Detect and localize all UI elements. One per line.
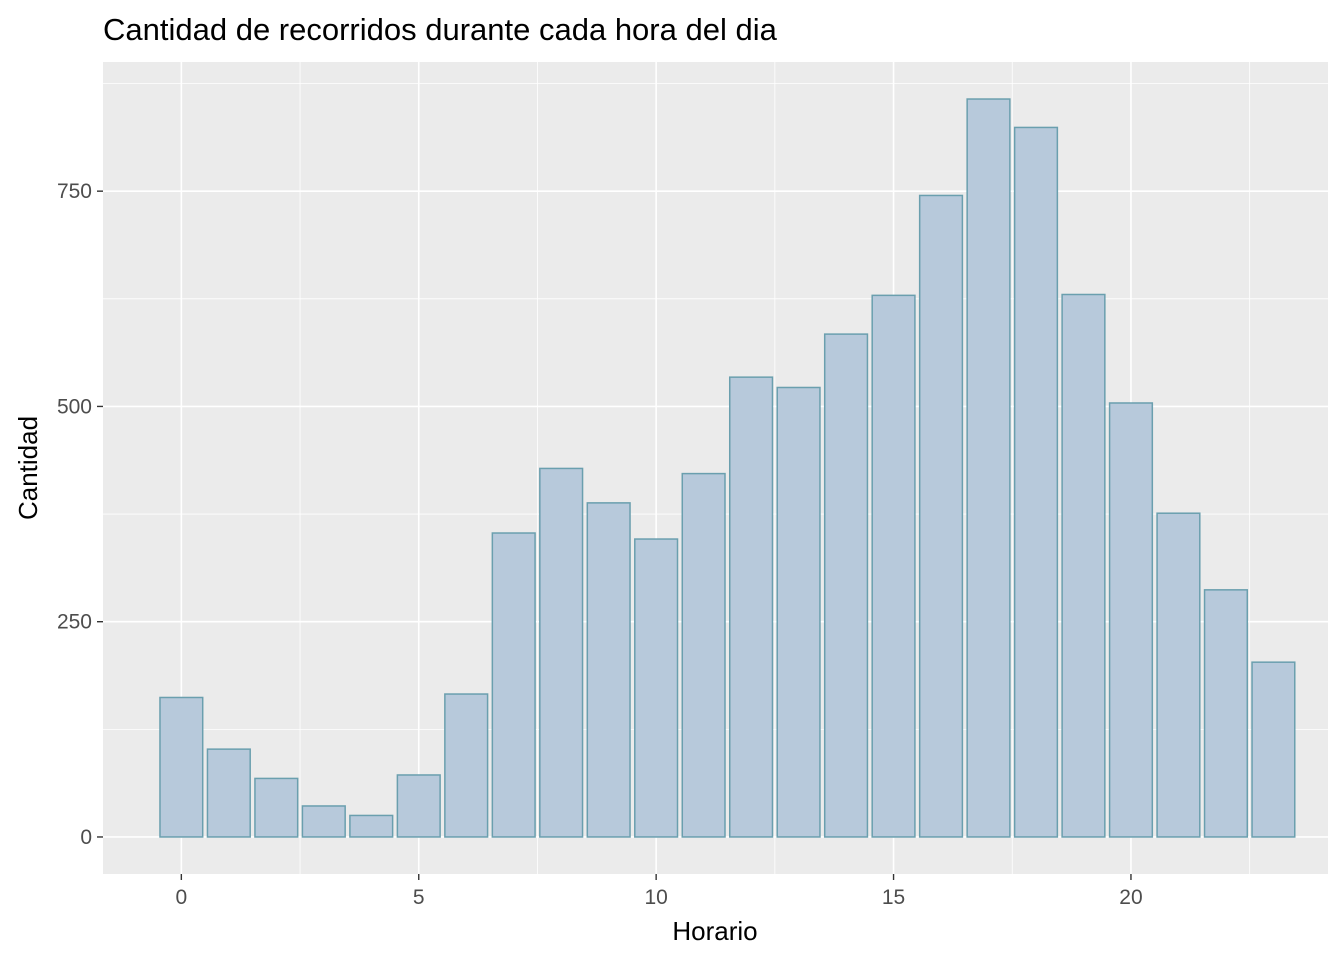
bar-hour-7: [491, 532, 536, 838]
x-axis-title: Horario: [672, 916, 757, 946]
bar-hour-19: [1061, 293, 1106, 838]
bar-hour-5: [396, 774, 441, 838]
bar-hour-17: [966, 98, 1011, 838]
bar-hour-0: [159, 696, 204, 838]
bar-hour-2: [254, 777, 299, 838]
bar-hour-15: [871, 294, 916, 838]
bar-hour-10: [634, 538, 679, 838]
bar-hour-13: [776, 386, 821, 838]
x-tick-label: 10: [644, 886, 667, 909]
bar-hour-9: [586, 502, 631, 838]
y-axis: 0 250 500 750: [57, 180, 103, 849]
bar-hour-22: [1203, 589, 1249, 838]
bar-hour-18: [1013, 126, 1059, 838]
bars: [159, 98, 1296, 838]
y-axis-title: Cantidad: [13, 416, 43, 520]
bar-hour-20: [1108, 402, 1154, 838]
bar-hour-23: [1251, 661, 1296, 838]
x-tick-label: 0: [175, 886, 187, 909]
bar-hour-3: [301, 805, 346, 838]
y-tick-label: 250: [57, 611, 92, 634]
bar-hour-12: [728, 376, 774, 838]
x-axis: 0 5 10 15 20: [175, 874, 1143, 909]
y-tick-label: 750: [57, 180, 92, 203]
bar-hour-11: [681, 472, 726, 838]
y-tick-label: 500: [57, 395, 92, 418]
x-tick-label: 5: [413, 886, 425, 909]
bar-hour-6: [444, 693, 489, 838]
x-tick-label: 20: [1119, 886, 1142, 909]
bar-hour-4: [349, 814, 394, 838]
bar-hour-21: [1156, 512, 1201, 838]
bar-hour-1: [206, 748, 251, 838]
bar-hour-8: [539, 467, 584, 838]
y-tick-label: 0: [80, 826, 92, 849]
bar-hour-14: [823, 333, 869, 838]
bar-hour-16: [918, 194, 964, 838]
chart-title: Cantidad de recorridos durante cada hora…: [103, 12, 778, 47]
x-tick-label: 15: [882, 886, 905, 909]
